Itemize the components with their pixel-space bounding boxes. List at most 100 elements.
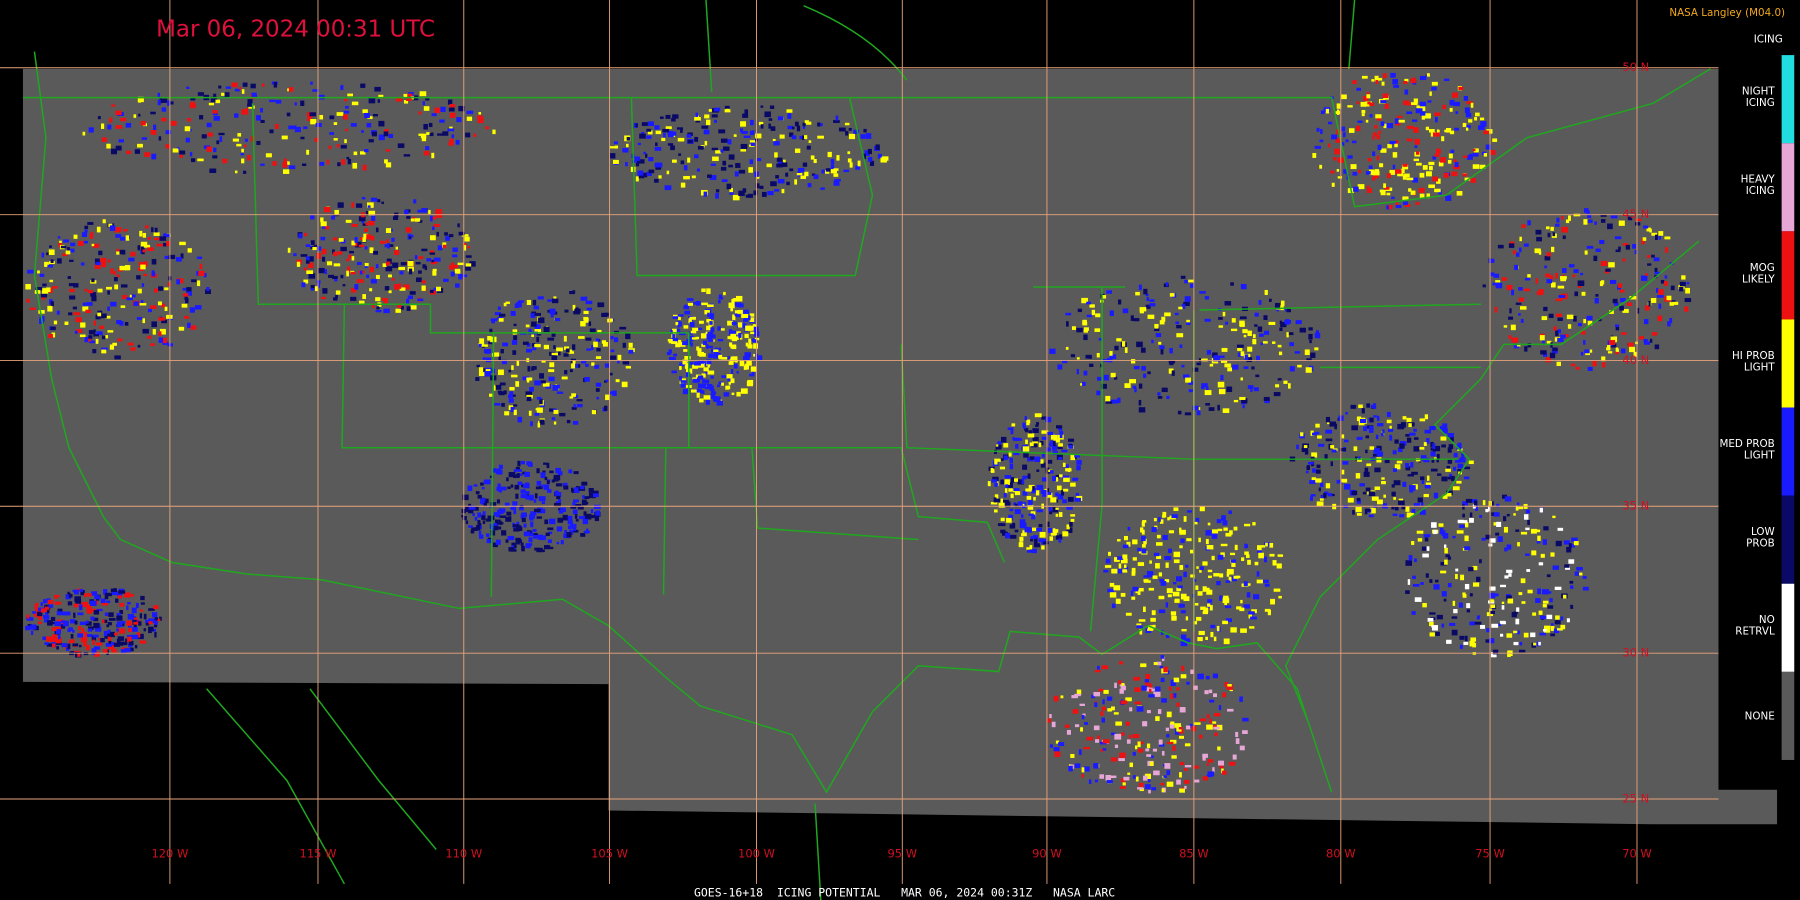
speckle [1431,81,1438,86]
speckle [1086,301,1091,305]
speckle [98,250,103,256]
speckle [562,514,568,521]
speckle [740,149,747,152]
speckle [432,270,437,276]
speckle [1331,449,1337,453]
speckle [213,115,220,121]
speckle [857,160,861,167]
speckle [1158,609,1166,614]
speckle [457,262,465,266]
speckle [678,153,682,156]
speckle [1488,258,1495,263]
speckle [792,126,795,130]
speckle [113,588,117,592]
speckle [1363,101,1370,107]
speckle [596,347,601,352]
speckle [157,99,161,106]
speckle [1222,408,1230,413]
speckle [1510,324,1516,331]
speckle [42,283,47,287]
speckle [694,116,701,121]
speckle [1132,775,1136,779]
speckle [1101,717,1105,723]
legend-label: MED PROB [1719,438,1774,450]
speckle [1437,129,1440,135]
speckle [1053,695,1059,702]
speckle [364,262,369,267]
speckle [709,175,717,180]
speckle [137,344,141,348]
speckle [128,257,135,262]
speckle [534,493,538,499]
speckle [1034,456,1041,463]
speckle [583,310,589,315]
speckle [1065,346,1069,350]
speckle [1251,366,1255,370]
speckle [1130,590,1134,596]
speckle [422,264,426,269]
speckle [1441,476,1448,482]
speckle [351,288,357,293]
speckle [421,248,428,252]
speckle [1358,456,1361,461]
speckle [1196,362,1201,366]
speckle [526,394,533,399]
speckle [731,299,735,305]
speckle [435,286,441,292]
speckle [143,613,147,620]
speckle [1395,169,1402,174]
speckle [25,625,31,631]
speckle [138,261,145,267]
speckle [1133,676,1140,681]
speckle [1183,768,1188,771]
speckle [1116,338,1122,342]
speckle [38,310,45,314]
speckle [1395,205,1402,208]
speckle [316,252,322,259]
speckle [1518,247,1522,253]
speckle [1020,514,1024,518]
speckle [1070,482,1076,487]
speckle [1351,140,1357,144]
speckle [316,246,322,251]
speckle [553,345,556,350]
speckle [681,378,686,382]
speckle [867,148,872,155]
speckle [560,540,564,545]
speckle [406,306,411,311]
speckle [703,379,710,384]
speckle [1330,445,1335,449]
speckle [1204,390,1212,396]
speckle [1156,555,1162,560]
speckle [595,388,600,392]
speckle [429,132,434,137]
speckle [137,96,144,103]
speckle [1279,320,1283,325]
speckle [525,324,530,328]
speckle [487,336,492,341]
speckle [515,493,519,499]
speckle [1530,528,1537,534]
speckle [407,93,413,97]
speckle [403,93,408,98]
speckle [482,511,486,516]
speckle [621,381,628,388]
speckle [100,638,105,643]
speckle [116,613,121,616]
speckle [1493,273,1500,278]
speckle [1000,529,1006,534]
speckle [668,349,672,354]
speckle [1542,539,1547,545]
speckle [452,254,458,258]
speckle [1568,543,1572,548]
speckle [1053,440,1056,447]
speckle [1130,359,1136,364]
speckle [1462,592,1466,596]
speckle [300,254,308,257]
speckle [1577,285,1582,288]
speckle [694,361,701,366]
speckle [1312,432,1317,436]
speckle [1397,172,1404,177]
speckle [39,273,45,277]
